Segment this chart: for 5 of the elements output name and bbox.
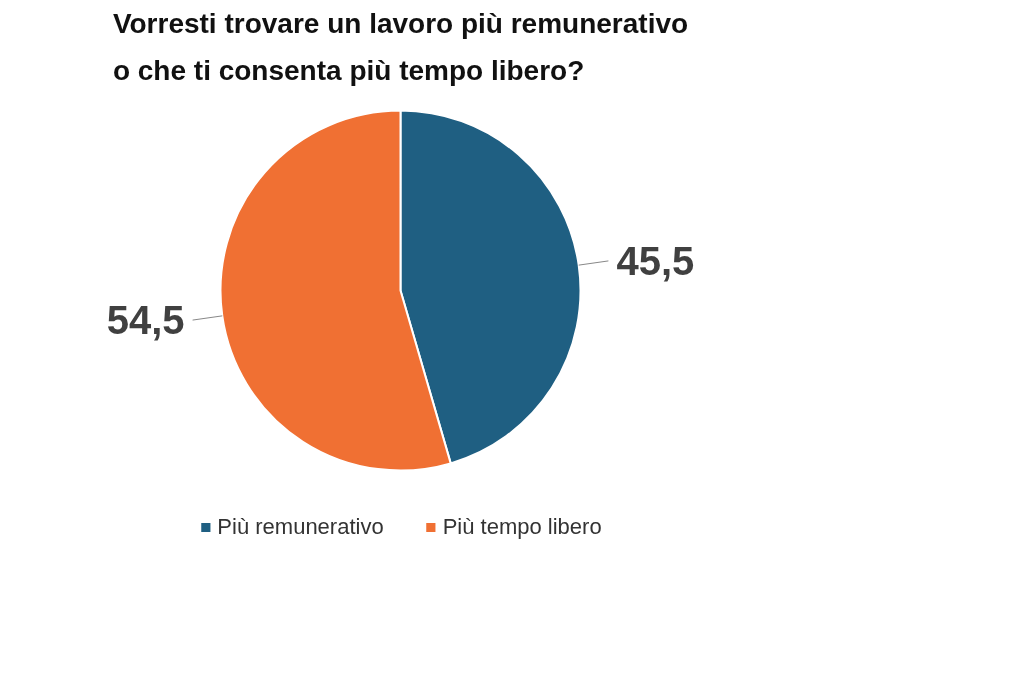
data-label: 54,5 bbox=[106, 298, 185, 343]
legend-label: Più remunerativo bbox=[217, 514, 384, 540]
data-label: 45,5 bbox=[616, 238, 695, 283]
chart-title: Vorresti trovare un lavoro più remunerativo o che ti consenta più tempo libero? bbox=[112, 8, 689, 86]
legend-label: Più tempo libero bbox=[442, 514, 602, 540]
